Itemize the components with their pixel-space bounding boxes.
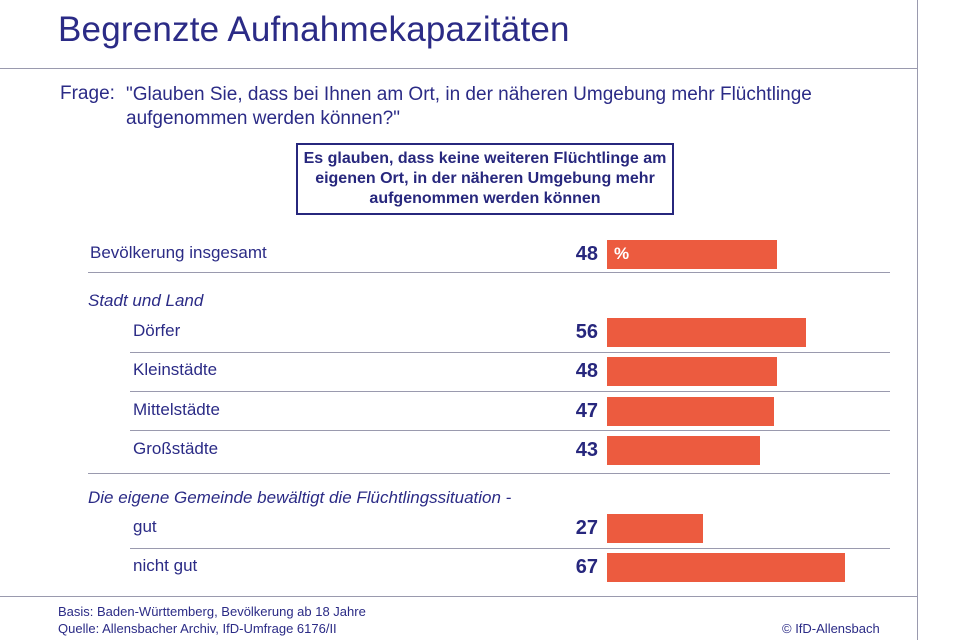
row-label: Kleinstädte xyxy=(133,360,218,379)
column-header-box: Es glauben, dass keine weiteren Flüchtli… xyxy=(296,143,674,215)
footer-basis: Basis: Baden-Württemberg, Bevölkerung ab… xyxy=(58,604,366,619)
data-label: 48 xyxy=(575,360,598,382)
row-label: gut xyxy=(133,517,157,536)
bar xyxy=(607,553,845,582)
group-label-gemeinde: Die eigene Gemeinde bewältigt die Flücht… xyxy=(88,488,512,507)
bar xyxy=(607,357,777,386)
row-separator xyxy=(130,430,890,431)
row-separator xyxy=(88,272,890,273)
title-divider xyxy=(0,68,918,69)
row-separator xyxy=(130,548,890,549)
footer-copyright: © IfD-Allensbach xyxy=(782,621,880,636)
question-label: Frage: xyxy=(60,83,115,104)
footer-source: Quelle: Allensbacher Archiv, IfD-Umfrage… xyxy=(58,621,337,636)
row-label: nicht gut xyxy=(133,556,198,575)
data-label: 43 xyxy=(575,439,598,461)
row-label: Dörfer xyxy=(133,321,181,340)
data-label: 27 xyxy=(575,517,598,539)
chart-title: Begrenzte Aufnahmekapazitäten xyxy=(58,10,570,49)
group-label-stadt-land: Stadt und Land xyxy=(88,291,204,310)
row-separator xyxy=(130,391,890,392)
data-label: 56 xyxy=(575,321,598,343)
question-text: "Glauben Sie, dass bei Ihnen am Ort, in … xyxy=(126,84,812,129)
footer-divider xyxy=(0,596,918,597)
bar xyxy=(607,397,774,426)
bar xyxy=(607,514,703,543)
bar xyxy=(607,240,777,269)
row-separator xyxy=(88,473,890,474)
row-label: Bevölkerung insgesamt xyxy=(90,243,267,262)
bar xyxy=(607,318,806,347)
bar xyxy=(607,436,760,465)
frame-border xyxy=(917,0,918,640)
row-label: Mittelstädte xyxy=(133,400,220,419)
data-label: 67 xyxy=(575,556,598,578)
percent-sign: % xyxy=(614,244,630,263)
data-label: 48 xyxy=(575,243,598,265)
row-label: Großstädte xyxy=(133,439,219,458)
data-label: 47 xyxy=(575,400,598,422)
column-header-text: Es glauben, dass keine weiteren Flüchtli… xyxy=(303,150,667,207)
row-separator xyxy=(130,352,890,353)
